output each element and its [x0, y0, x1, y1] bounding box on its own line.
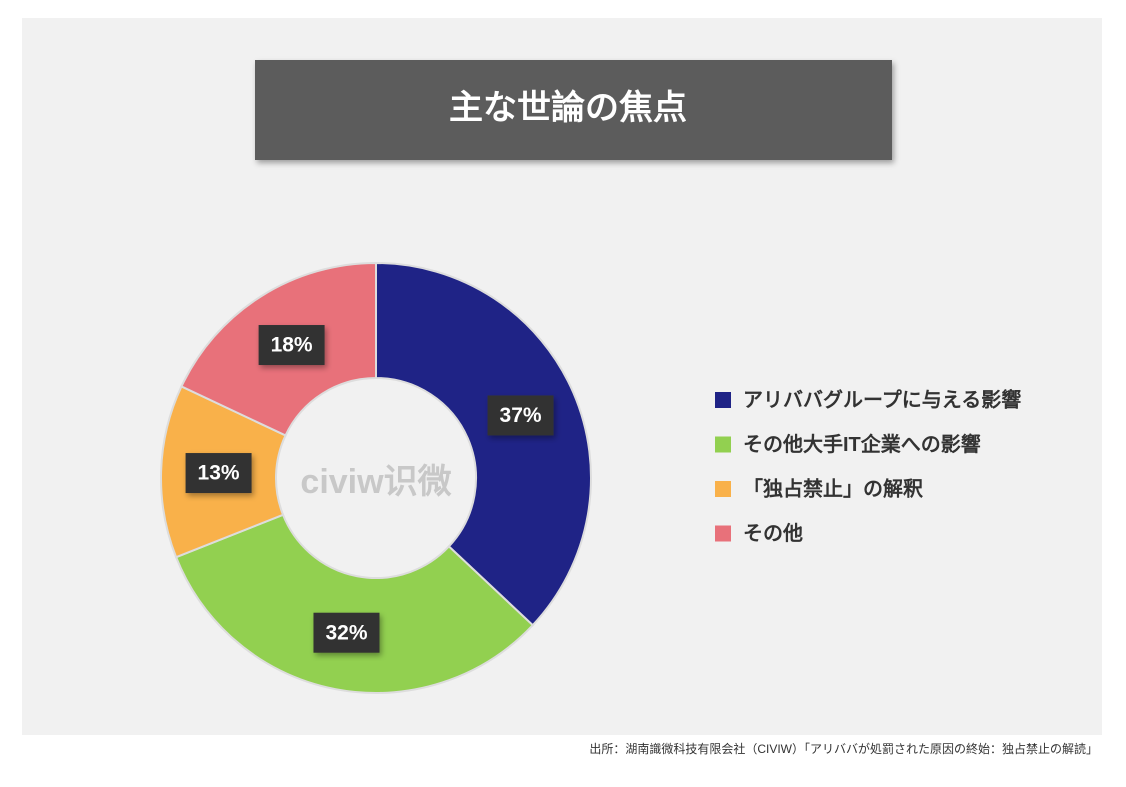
legend-swatch: [715, 481, 731, 497]
value-label: 37%: [500, 404, 542, 427]
value-label: 32%: [325, 621, 367, 644]
title-box: [255, 60, 892, 160]
legend-label: その他: [743, 521, 803, 545]
value-label: 13%: [198, 462, 240, 485]
value-label: 18%: [271, 334, 313, 357]
legend-swatch: [715, 525, 731, 542]
legend-label: アリババグループに与える影響: [743, 387, 1021, 411]
source-note: 出所：湖南識微科技有限会社（CIVIW）「アリババが処罰された原因の終始：独占禁…: [589, 741, 1098, 756]
value-label-box: [185, 453, 252, 494]
chart-title: 主な世論の焦点: [449, 88, 687, 127]
value-label-box: [313, 612, 380, 653]
legend-swatch: [715, 392, 731, 408]
value-labels: 37% 32% 13% 18%: [185, 325, 554, 653]
slice: [375, 261, 592, 627]
slice: [174, 513, 535, 694]
legend-label: 「独占禁止」の解釈: [743, 476, 924, 500]
value-label-box: [258, 325, 325, 366]
watermark: civiw识微: [300, 463, 451, 501]
legend-label: その他大手IT企業への影響: [743, 432, 981, 456]
legend-swatch: [715, 436, 731, 453]
value-label-box: [487, 395, 554, 436]
